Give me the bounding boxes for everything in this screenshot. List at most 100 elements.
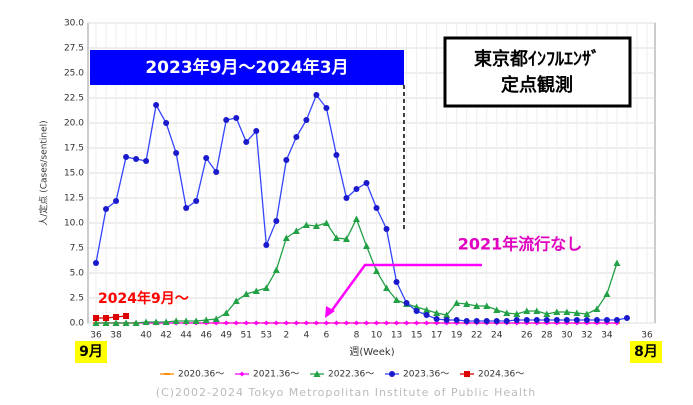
point bbox=[223, 320, 229, 326]
point bbox=[453, 299, 461, 306]
point bbox=[223, 117, 230, 123]
point bbox=[273, 320, 279, 326]
point bbox=[374, 320, 380, 326]
y-tick-label: 7.5 bbox=[70, 244, 84, 254]
y-tick-label: 25.0 bbox=[64, 69, 84, 79]
point bbox=[403, 300, 410, 306]
point bbox=[443, 317, 450, 323]
point bbox=[232, 297, 240, 304]
point bbox=[202, 316, 210, 323]
x-tick-label: 34 bbox=[601, 331, 613, 341]
point bbox=[152, 318, 160, 325]
x-tick-label: 30 bbox=[561, 331, 573, 341]
x-tick-label: 38 bbox=[110, 331, 122, 341]
point bbox=[243, 139, 250, 145]
point bbox=[213, 169, 220, 175]
point bbox=[292, 227, 300, 234]
point bbox=[483, 318, 490, 324]
annotation: 9月 bbox=[79, 344, 103, 360]
point bbox=[143, 158, 150, 164]
point bbox=[212, 315, 220, 322]
point bbox=[103, 206, 110, 212]
point bbox=[389, 371, 395, 377]
point bbox=[373, 267, 381, 274]
series-line bbox=[96, 315, 127, 319]
point bbox=[342, 235, 350, 242]
x-tick-label: 17 bbox=[431, 331, 442, 341]
point bbox=[443, 311, 451, 318]
point bbox=[283, 157, 290, 163]
arrow-head bbox=[325, 306, 335, 318]
legend-label: 2023.36～ bbox=[403, 370, 449, 380]
point bbox=[463, 300, 471, 307]
annotation: 2021年流行なし bbox=[458, 235, 583, 254]
x-axis-label: 週(Week) bbox=[349, 346, 394, 358]
point bbox=[283, 320, 289, 326]
point bbox=[93, 315, 99, 321]
point bbox=[323, 320, 329, 326]
x-tick-label: 6 bbox=[324, 331, 330, 341]
chart-title: 東京都ｲﾝﾌﾙｴﾝｻﾞ bbox=[474, 48, 600, 70]
point bbox=[613, 317, 620, 323]
point bbox=[383, 284, 391, 291]
legend: 2020.36～ 2021.36～ 2022.36～ 2023.36～ 2024.36～ bbox=[160, 370, 524, 380]
point bbox=[182, 317, 190, 324]
point bbox=[543, 317, 550, 323]
point bbox=[493, 306, 501, 313]
x-tick-label: 24 bbox=[491, 331, 503, 341]
point bbox=[513, 317, 520, 323]
annotation: 2024年9月～ bbox=[98, 290, 189, 307]
point bbox=[593, 305, 601, 312]
point bbox=[132, 319, 140, 326]
y-tick-label: 5.0 bbox=[70, 269, 85, 279]
point bbox=[553, 308, 561, 315]
point bbox=[102, 319, 110, 326]
legend-label: 2024.36～ bbox=[478, 370, 524, 380]
point bbox=[404, 320, 410, 326]
point bbox=[302, 221, 310, 228]
point bbox=[253, 128, 260, 134]
point bbox=[603, 317, 610, 323]
point bbox=[112, 319, 120, 326]
point bbox=[363, 320, 369, 326]
x-tick-label: 44 bbox=[180, 331, 192, 341]
x-tick-label: 42 bbox=[160, 331, 171, 341]
point bbox=[233, 320, 239, 326]
point bbox=[363, 180, 370, 186]
point bbox=[563, 308, 571, 315]
point bbox=[353, 186, 360, 192]
point bbox=[433, 316, 440, 322]
y-tick-label: 22.5 bbox=[64, 94, 84, 104]
y-axis-label: 人/定点 (Cases/sentinel) bbox=[38, 120, 50, 225]
point bbox=[133, 156, 140, 162]
point bbox=[543, 310, 551, 317]
point bbox=[424, 320, 430, 326]
chart-title: 定点観測 bbox=[501, 74, 573, 96]
point bbox=[433, 309, 441, 316]
point bbox=[293, 134, 300, 140]
x-tick-label: 32 bbox=[581, 331, 592, 341]
point bbox=[603, 290, 611, 297]
point bbox=[463, 318, 470, 324]
x-tick-label: 36 bbox=[641, 331, 653, 341]
point bbox=[343, 320, 349, 326]
point bbox=[423, 312, 430, 318]
point bbox=[413, 303, 421, 310]
point bbox=[483, 302, 491, 309]
annotation: 8月 bbox=[634, 344, 658, 360]
point bbox=[273, 218, 280, 224]
point bbox=[343, 195, 350, 201]
point bbox=[172, 317, 180, 324]
point bbox=[503, 318, 510, 324]
point bbox=[473, 318, 480, 324]
point bbox=[434, 320, 440, 326]
x-tick-label: 46 bbox=[200, 331, 212, 341]
point bbox=[313, 370, 321, 377]
point bbox=[272, 266, 280, 273]
y-tick-label: 15.0 bbox=[64, 169, 84, 179]
point bbox=[583, 317, 590, 323]
point bbox=[183, 205, 190, 211]
point bbox=[252, 287, 260, 294]
x-tick-label: 53 bbox=[261, 331, 272, 341]
point bbox=[162, 318, 170, 325]
